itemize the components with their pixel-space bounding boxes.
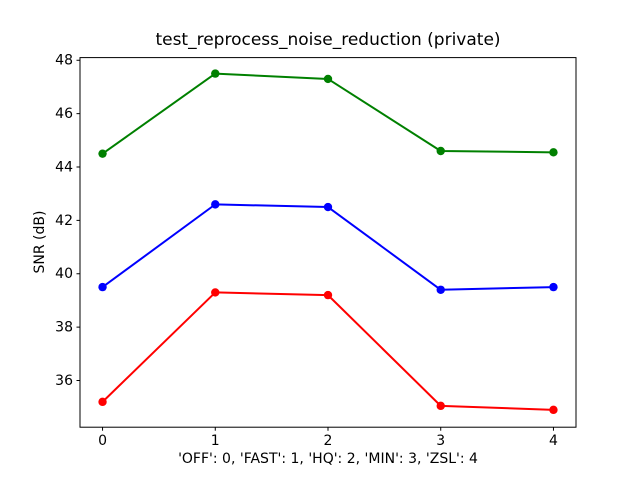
y-tick-label: 46 [55, 106, 73, 122]
x-tick-label: 4 [549, 433, 558, 449]
y-tick-label: 44 [55, 159, 73, 175]
red-series-marker [98, 397, 107, 407]
x-axis-label: 'OFF': 0, 'FAST': 1, 'HQ': 2, 'MIN': 3, … [178, 451, 478, 467]
plot-border [79, 57, 577, 428]
x-tick-label: 0 [98, 433, 107, 449]
y-tick-label: 48 [55, 53, 73, 69]
y-tick-label: 42 [55, 213, 73, 229]
blue-series-marker [98, 282, 107, 292]
blue-series-marker [436, 285, 445, 294]
blue-series-line [101, 203, 555, 291]
green-series-marker [436, 146, 445, 156]
green-series-marker [323, 74, 333, 84]
red-series-line [101, 291, 555, 411]
y-tick-label: 38 [55, 320, 73, 336]
chart-title: test_reprocess_noise_reduction (private) [155, 30, 501, 50]
red-series-marker [549, 405, 558, 415]
red-series-marker [436, 401, 445, 411]
blue-series-marker [211, 200, 220, 209]
x-tick-label: 2 [324, 433, 333, 449]
x-tick-label: 1 [211, 433, 220, 449]
y-axis-label: SNR (dB) [32, 210, 48, 274]
blue-series-marker [323, 202, 333, 212]
green-series-marker [98, 149, 107, 158]
red-series-marker [323, 290, 333, 300]
green-series-line [101, 72, 555, 155]
y-tick-label: 36 [55, 373, 73, 389]
x-tick-label: 3 [436, 433, 445, 449]
y-tick-label: 40 [55, 266, 73, 282]
green-series-marker [211, 69, 220, 78]
blue-series-marker [549, 282, 558, 292]
red-series-marker [211, 288, 220, 297]
green-series-marker [549, 148, 558, 157]
